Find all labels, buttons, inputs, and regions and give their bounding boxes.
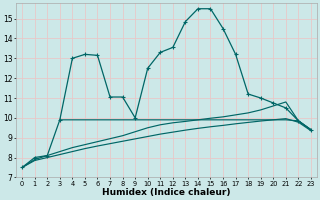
X-axis label: Humidex (Indice chaleur): Humidex (Indice chaleur) <box>102 188 231 197</box>
